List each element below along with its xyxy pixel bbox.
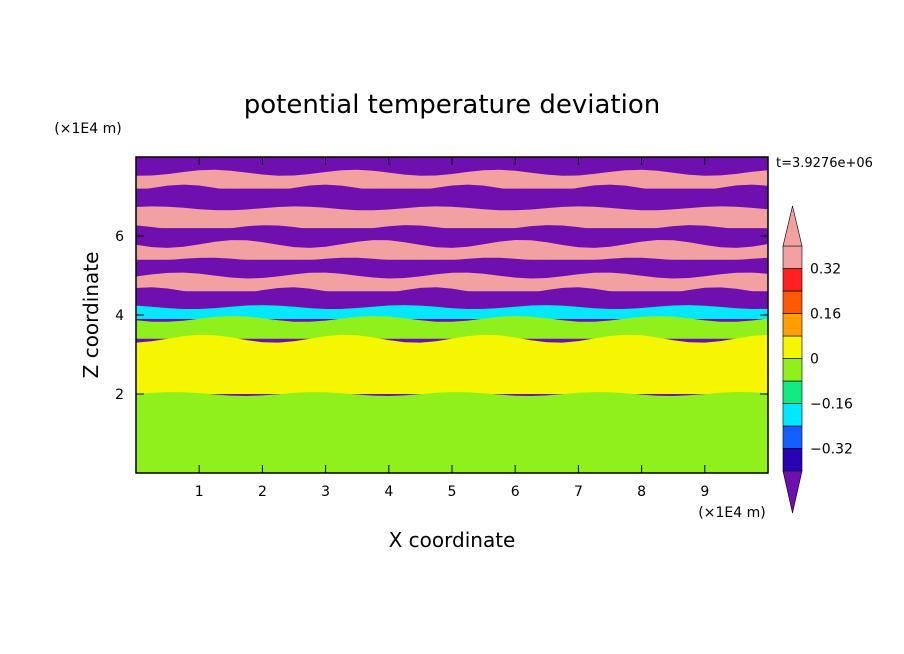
colorbar-segment — [782, 403, 803, 427]
colorbar-segment — [782, 358, 803, 382]
field-band — [136, 184, 768, 209]
colorbar-tick-label: −0.32 — [810, 442, 853, 458]
colorbar-segment — [782, 313, 803, 337]
field-band — [136, 305, 768, 319]
field-band — [136, 159, 768, 173]
x-axis-unit: (×1E4 m) — [698, 505, 765, 521]
y-tick-label: 4 — [115, 308, 124, 324]
field-band — [136, 316, 768, 339]
colorbar-tick-label: 0.16 — [810, 307, 841, 323]
y-axis-unit: (×1E4 m) — [54, 121, 121, 137]
colorbar-tick-label: −0.16 — [810, 397, 853, 413]
field-band — [136, 169, 768, 189]
colorbar-segment — [782, 268, 803, 292]
colorbar-extend-top — [782, 205, 803, 247]
x-tick-label: 6 — [511, 484, 520, 500]
field-band — [136, 392, 768, 473]
time-label: t=3.9276e+06 — [776, 156, 873, 171]
y-axis-label: Z coordinate — [79, 252, 103, 379]
x-tick-label: 7 — [574, 484, 583, 500]
x-tick-label: 2 — [258, 484, 267, 500]
field-band — [136, 287, 768, 308]
colorbar-segment — [782, 425, 803, 449]
colorbar-tick-label: 0.32 — [810, 262, 841, 278]
colorbar: 0.32 0.16 0 −0.16 −0.32 — [782, 205, 853, 514]
field-band — [136, 225, 768, 244]
y-tick-label: 6 — [115, 229, 124, 245]
field-band — [136, 334, 768, 394]
x-tick-label: 9 — [700, 484, 709, 500]
y-axis: 2 4 6 — [115, 229, 768, 403]
chart-title: potential temperature deviation — [244, 90, 660, 120]
colorbar-segment — [782, 245, 803, 269]
x-axis: 1 2 3 4 5 6 7 8 9 — [195, 157, 709, 500]
colorbar-segment — [782, 335, 803, 359]
field-band — [136, 272, 768, 292]
y-tick-label: 2 — [115, 387, 124, 403]
colorbar-extend-bottom — [782, 470, 803, 514]
colorbar-segment — [782, 290, 803, 314]
field-band — [136, 240, 768, 260]
contour-field — [136, 157, 768, 473]
x-axis-label: X coordinate — [389, 528, 516, 552]
x-tick-label: 3 — [321, 484, 330, 500]
x-tick-label: 1 — [195, 484, 204, 500]
colorbar-segment — [782, 448, 803, 472]
x-tick-label: 8 — [637, 484, 646, 500]
x-tick-label: 5 — [448, 484, 457, 500]
field-band — [136, 206, 768, 229]
colorbar-segment — [782, 380, 803, 404]
colorbar-tick-label: 0 — [810, 352, 819, 368]
field-band — [136, 257, 768, 276]
x-tick-label: 4 — [384, 484, 393, 500]
